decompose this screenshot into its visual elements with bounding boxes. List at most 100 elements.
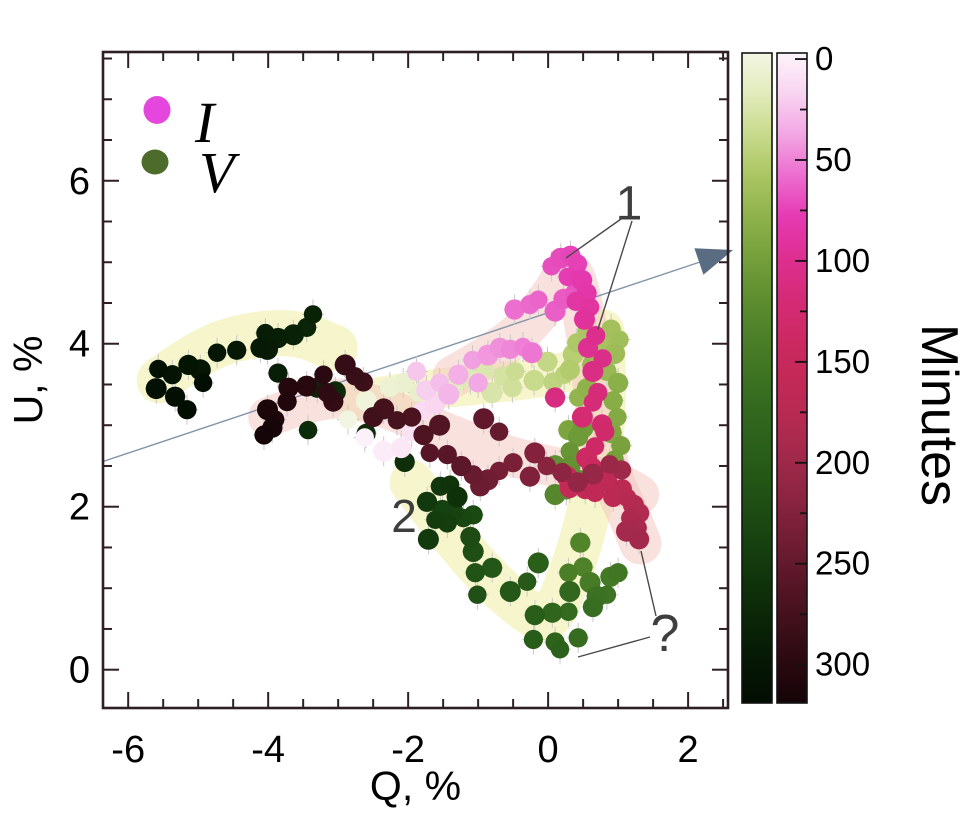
data-point-I bbox=[257, 399, 278, 421]
data-point-I bbox=[583, 393, 603, 412]
data-point-I bbox=[402, 407, 422, 427]
y-tick-label: 6 bbox=[69, 161, 90, 203]
colorbar-tick-label: 150 bbox=[815, 343, 870, 380]
data-point-I bbox=[582, 463, 604, 485]
x-tick-label: 0 bbox=[538, 729, 559, 771]
data-point-I bbox=[317, 383, 337, 403]
data-point-V bbox=[417, 528, 439, 550]
data-point-V bbox=[611, 436, 631, 456]
data-point-I bbox=[363, 407, 384, 428]
data-point-V bbox=[446, 486, 468, 508]
data-point-I bbox=[387, 411, 407, 430]
annotation-leader-line bbox=[597, 220, 633, 330]
data-point-V bbox=[603, 391, 623, 411]
data-point-V bbox=[559, 602, 578, 621]
data-point-V bbox=[559, 563, 578, 582]
legend-label-I: I bbox=[194, 90, 217, 155]
colorbars: 0 50 100 150 200 250 300 Minutes bbox=[741, 40, 964, 704]
data-point-I bbox=[537, 456, 556, 476]
data-point-I bbox=[503, 453, 523, 473]
data-point-V bbox=[523, 629, 544, 650]
data-point-I bbox=[355, 428, 374, 447]
data-point-V bbox=[165, 386, 186, 407]
data-point-I bbox=[600, 455, 619, 474]
legend-dot-V bbox=[141, 149, 169, 175]
colorbar-tick-label: 0 bbox=[815, 40, 833, 77]
data-point-I bbox=[552, 462, 572, 483]
data-point-V bbox=[608, 372, 629, 393]
data-point-V bbox=[568, 426, 589, 447]
annotation-label: 1 bbox=[616, 178, 643, 231]
x-tick-label: -6 bbox=[111, 729, 145, 771]
data-point-I bbox=[582, 360, 604, 382]
annotation-label: 2 bbox=[391, 490, 417, 542]
data-point-I bbox=[391, 437, 412, 459]
data-point-V bbox=[149, 359, 168, 379]
data-point-V bbox=[227, 340, 247, 360]
data-point-V bbox=[268, 363, 288, 383]
data-point-I bbox=[334, 354, 356, 376]
annotations: 1 2? bbox=[391, 178, 679, 664]
colorbar-tick-labels: 0 50 100 150 200 250 300 bbox=[815, 40, 870, 683]
annotation-1: 1 bbox=[565, 178, 643, 330]
data-point-I bbox=[437, 445, 457, 465]
data-point-V bbox=[207, 343, 227, 362]
data-point-I bbox=[574, 308, 595, 330]
annotation-question: ? bbox=[577, 550, 680, 663]
trend-line bbox=[103, 259, 707, 463]
series-I-points bbox=[254, 245, 650, 550]
data-point-V bbox=[282, 324, 304, 346]
colorbar-tick-label: 50 bbox=[815, 141, 852, 178]
data-point-V bbox=[481, 382, 503, 404]
data-point-V bbox=[527, 552, 549, 574]
plot-frame bbox=[101, 50, 730, 710]
data-point-V bbox=[426, 510, 445, 529]
data-point-V bbox=[559, 581, 581, 602]
data-point-V bbox=[482, 557, 503, 578]
data-point-V bbox=[499, 581, 521, 602]
data-point-I bbox=[448, 364, 469, 385]
data-point-V bbox=[542, 602, 563, 623]
data-point-I bbox=[451, 455, 472, 477]
data-point-I bbox=[254, 425, 274, 445]
data-point-I bbox=[406, 361, 427, 381]
data-point-V bbox=[416, 491, 438, 512]
x-axis-label: Q, % bbox=[370, 763, 461, 809]
data-point-I bbox=[438, 383, 460, 405]
data-point-V bbox=[465, 563, 485, 583]
data-point-I bbox=[521, 342, 543, 364]
data-point-V bbox=[524, 605, 545, 626]
data-point-I bbox=[595, 422, 615, 442]
x-tick-label: -4 bbox=[251, 729, 285, 771]
x-tick-label: 2 bbox=[678, 729, 699, 771]
data-point-I bbox=[529, 290, 548, 309]
data-point-I bbox=[473, 408, 495, 430]
legend-dot-I bbox=[143, 96, 171, 124]
data-point-I bbox=[489, 422, 509, 441]
colorbar-axis-label: Minutes bbox=[910, 324, 964, 506]
data-point-I bbox=[566, 291, 586, 311]
data-point-I bbox=[314, 365, 333, 384]
data-point-V bbox=[573, 557, 593, 577]
data-point-V bbox=[393, 373, 413, 393]
annotation-2: 2 bbox=[391, 490, 417, 542]
legend-label-V: V bbox=[199, 140, 241, 205]
data-point-V bbox=[523, 369, 545, 391]
data-point-I bbox=[277, 392, 297, 412]
data-point-I bbox=[463, 350, 482, 370]
data-point-V bbox=[250, 337, 271, 358]
data-point-V bbox=[162, 365, 182, 385]
y-axis-label: U, % bbox=[5, 336, 51, 425]
plot-content bbox=[103, 240, 707, 665]
colorbar-tick-label: 200 bbox=[815, 444, 870, 481]
data-point-I bbox=[545, 387, 566, 408]
data-point-V bbox=[537, 351, 558, 372]
data-point-I bbox=[373, 440, 395, 462]
data-point-I bbox=[468, 373, 488, 393]
annotation-label: ? bbox=[651, 605, 680, 663]
y-tick-label: 2 bbox=[69, 487, 90, 529]
data-point-V bbox=[338, 410, 358, 429]
data-point-I bbox=[420, 443, 439, 463]
colorbar-ticks bbox=[795, 58, 807, 666]
